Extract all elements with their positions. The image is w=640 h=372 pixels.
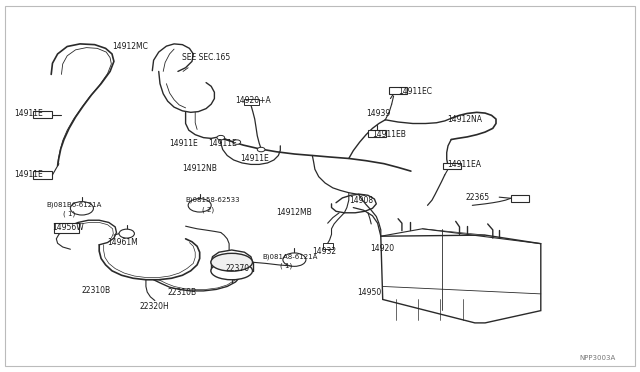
Text: ( 2): ( 2) <box>202 207 214 214</box>
Text: 14911EB: 14911EB <box>372 130 406 139</box>
Circle shape <box>233 140 241 144</box>
Bar <box>443 163 461 169</box>
Text: 14920+A: 14920+A <box>236 96 271 105</box>
Ellipse shape <box>211 253 253 271</box>
Bar <box>323 243 333 249</box>
Circle shape <box>257 147 265 152</box>
Bar <box>389 87 407 94</box>
Text: 14911E: 14911E <box>170 139 198 148</box>
Circle shape <box>217 135 225 140</box>
Circle shape <box>70 202 93 215</box>
Text: 14932: 14932 <box>312 247 337 256</box>
Text: 14911E: 14911E <box>208 139 237 148</box>
Text: 22370: 22370 <box>225 264 250 273</box>
Text: 14911E: 14911E <box>14 170 43 179</box>
Ellipse shape <box>211 262 253 280</box>
Text: B)081B6-6121A: B)081B6-6121A <box>46 201 102 208</box>
Text: 22310B: 22310B <box>82 286 111 295</box>
Bar <box>511 195 529 202</box>
Text: 14911EC: 14911EC <box>398 87 432 96</box>
Text: 14912MB: 14912MB <box>276 208 312 217</box>
Text: 22320H: 22320H <box>140 302 169 311</box>
Text: 14912MC: 14912MC <box>112 42 148 51</box>
Bar <box>33 111 52 118</box>
Circle shape <box>283 253 306 266</box>
Text: 14911E: 14911E <box>14 109 43 118</box>
Text: 14961M: 14961M <box>108 238 138 247</box>
Text: SEE SEC.165: SEE SEC.165 <box>182 53 230 62</box>
Circle shape <box>119 229 134 238</box>
Text: 14950: 14950 <box>357 288 381 296</box>
Bar <box>33 171 52 179</box>
Text: 14911EA: 14911EA <box>447 160 481 169</box>
Bar <box>244 99 259 105</box>
Text: 14911E: 14911E <box>240 154 269 163</box>
Text: 14912NA: 14912NA <box>447 115 482 124</box>
Circle shape <box>188 199 211 212</box>
Text: 22310B: 22310B <box>168 288 197 296</box>
Text: NPP3003A: NPP3003A <box>579 355 616 361</box>
Text: 14920: 14920 <box>370 244 394 253</box>
Text: ( 1): ( 1) <box>63 211 75 217</box>
Text: 14956W: 14956W <box>52 223 84 232</box>
Text: B)081A8-6121A: B)081A8-6121A <box>262 253 318 260</box>
Text: 14939: 14939 <box>366 109 390 118</box>
Text: 14908: 14908 <box>349 196 373 205</box>
Text: B)08158-62533: B)08158-62533 <box>186 197 240 203</box>
Bar <box>54 223 79 232</box>
Text: ( 1): ( 1) <box>280 263 292 269</box>
Text: 14912NB: 14912NB <box>182 164 217 173</box>
Bar <box>368 130 386 137</box>
Text: 22365: 22365 <box>466 193 490 202</box>
Polygon shape <box>381 235 541 323</box>
